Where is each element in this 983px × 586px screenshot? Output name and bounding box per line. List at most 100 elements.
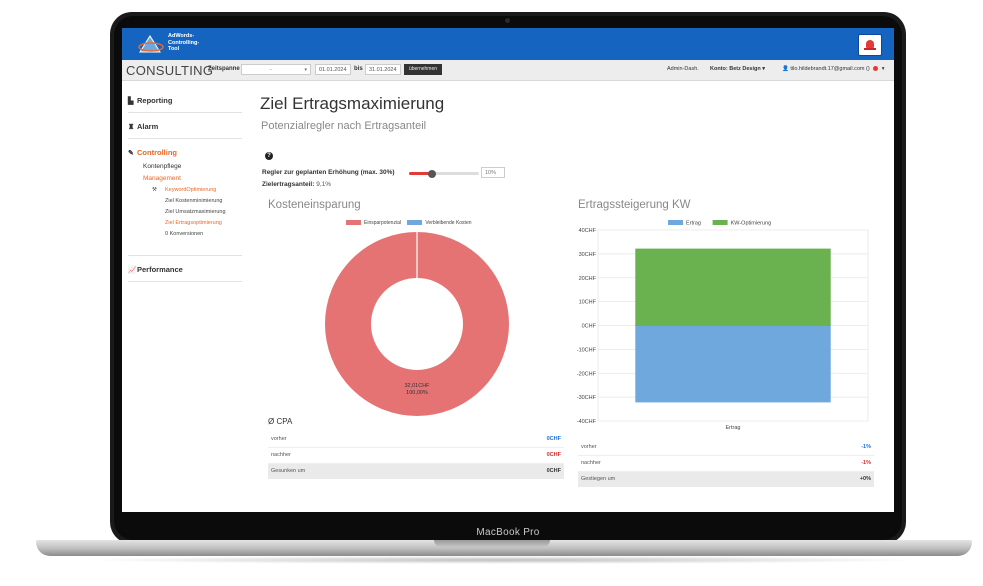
donut-center-pct: 100,00% <box>406 390 428 396</box>
y-tick-label: -30CHF <box>577 395 597 401</box>
row-value: 0CHF <box>546 436 561 442</box>
kosten-title: Kosteneinsparung <box>268 199 361 211</box>
zeitspanne-label: Zeitspanne <box>208 66 240 72</box>
regler-label: Regler zur geplanten Erhöhung (max. 30%) <box>262 169 395 176</box>
row-label: nachher <box>581 460 601 466</box>
donut-center-value: 32,01CHF <box>404 383 430 389</box>
brand-title: CONSULTING <box>126 63 214 78</box>
toolbar: CONSULTING Zeitspanne -- ▾ 01.01.2024 bi… <box>122 60 894 81</box>
divider <box>128 112 242 113</box>
user-menu[interactable]: 👤 tilo.hildebrandt.17@gmail.com () ▾ <box>782 66 884 72</box>
zielertrag-value: 9,1% <box>316 181 332 188</box>
y-tick-label: -40CHF <box>577 419 597 425</box>
legend-item[interactable]: Verbleibende Kosten <box>407 220 472 226</box>
date-from-input[interactable]: 01.01.2024 <box>315 64 351 75</box>
laptop-notch <box>434 540 550 547</box>
legend-swatch <box>668 220 683 225</box>
logo-line: Controlling- <box>168 39 200 46</box>
table-row: nachher -1% <box>578 456 874 472</box>
camera-icon <box>505 18 510 23</box>
y-tick-label: -10CHF <box>577 347 597 353</box>
kosten-donut-chart: 32,01CHF 100,00% <box>325 232 509 416</box>
row-value: +0% <box>859 476 871 482</box>
laptop-shadow <box>80 556 926 564</box>
sidebar-item-reporting[interactable]: ▙ Reporting <box>128 96 242 105</box>
siren-icon <box>866 40 874 48</box>
slider-handle[interactable] <box>428 169 437 178</box>
user-email: tilo.hildebrandt.17@gmail.com () <box>790 66 870 72</box>
alarm-button[interactable] <box>858 34 882 56</box>
ertrag-title: Ertragssteigerung KW <box>578 199 691 211</box>
date-to-input[interactable]: 31.01.2024 <box>365 64 401 75</box>
laptop-base <box>36 540 972 556</box>
sidebar-subitem[interactable]: Ziel Ertragsoptimierung <box>165 220 222 226</box>
apply-button[interactable]: übernehmen <box>404 64 442 75</box>
sidebar-subitem[interactable]: 0 Konversionen <box>165 231 204 237</box>
legend-label[interactable]: KW-Optimierung <box>731 221 772 227</box>
slider-fill <box>409 172 433 175</box>
sidebar-item-label: Reporting <box>137 96 173 105</box>
sidebar-item-performance[interactable]: 📈Performance <box>128 265 242 274</box>
row-label: vorher <box>271 436 287 442</box>
legend-swatch <box>407 220 423 226</box>
device-label: MacBook Pro <box>476 527 540 538</box>
chevron-down-icon: ▾ <box>304 67 307 73</box>
bar[interactable] <box>635 325 831 403</box>
row-label: Gesunken um <box>271 468 306 474</box>
cpa-title: Ø CPA <box>268 417 293 426</box>
table-row: Gesunken um 0CHF <box>268 464 564 479</box>
page-title: Ziel Ertragsmaximierung <box>260 94 445 113</box>
kosten-legend: Einsparpotenzial Verbleibende Kosten <box>346 220 472 226</box>
sidebar-subitem[interactable]: Ziel Umsatzmaximierung <box>165 209 226 215</box>
konto-dropdown[interactable]: Konto: Betz Design ▾ <box>710 66 765 72</box>
logo-text: AdWords- Controlling- Tool <box>168 33 228 53</box>
admin-dash-link[interactable]: Admin-Dash. <box>667 66 699 72</box>
logo-line: Tool <box>168 46 180 52</box>
bar[interactable] <box>635 248 831 326</box>
table-row: nachher 0CHF <box>268 448 564 464</box>
legend-label[interactable]: Ertrag <box>686 221 701 227</box>
table-row: Gestiegen um +0% <box>578 472 874 487</box>
regler-slider[interactable] <box>409 169 479 178</box>
sidebar-item-controlling[interactable]: ✎ Controlling <box>128 148 242 157</box>
zielertrag-label: Zielertragsanteil: <box>262 181 315 188</box>
y-tick-label: -20CHF <box>577 371 597 377</box>
status-dot-icon <box>873 66 879 72</box>
y-tick-label: 30CHF <box>579 252 597 258</box>
row-value: -1% <box>861 444 871 450</box>
regler-percent-input[interactable]: 10% <box>481 167 505 178</box>
table-row: vorher 0CHF <box>268 432 564 448</box>
sidebar-item-management[interactable]: Management <box>143 175 181 182</box>
app-logo[interactable]: AdWords- Controlling- Tool <box>138 31 228 57</box>
table-row: vorher -1% <box>578 440 874 456</box>
edit-icon: ✎ <box>128 150 134 157</box>
row-value: 0CHF <box>546 452 561 458</box>
chevron-down-icon: ▾ <box>881 66 885 72</box>
help-icon[interactable]: ? <box>265 152 273 160</box>
sidebar-item-alarm[interactable]: ♜ Alarm <box>128 122 242 131</box>
screen: AdWords- Controlling- Tool CONSULTING Ze… <box>122 28 894 512</box>
sidebar-item-label: Controlling <box>137 148 177 157</box>
y-tick-label: 10CHF <box>579 300 597 306</box>
divider <box>128 138 242 139</box>
y-tick-label: 40CHF <box>579 228 597 234</box>
siren-base <box>864 48 876 50</box>
sidebar-subitem[interactable]: Ziel Kostenminimierung <box>165 198 223 204</box>
divider <box>128 281 242 282</box>
sidebar-item-kontenpflege[interactable]: Kontenpflege <box>143 163 182 170</box>
ertrag-bar-chart: Ertrag KW-Optimierung 40CHF 30CHF 20CHF 10CHF… <box>577 220 869 431</box>
row-label: Gestiegen um <box>581 476 616 482</box>
legend-label: Einsparpotenzial <box>364 220 401 226</box>
sidebar-subitem[interactable]: KeywordOptimierung <box>165 187 217 193</box>
donut-slices <box>325 232 509 416</box>
zeitspanne-select[interactable]: -- ▾ <box>241 64 311 75</box>
legend-swatch <box>712 220 728 225</box>
sidebar-item-label: Performance <box>137 265 183 274</box>
legend-item[interactable]: Einsparpotenzial <box>346 220 401 226</box>
y-tick-label: 20CHF <box>579 276 597 282</box>
top-bar: AdWords- Controlling- Tool <box>122 28 894 60</box>
select-value: -- <box>269 67 273 73</box>
row-label: vorher <box>581 444 597 450</box>
bar-legend: Ertrag KW-Optimierung <box>668 220 771 227</box>
row-value: -1% <box>861 460 871 466</box>
